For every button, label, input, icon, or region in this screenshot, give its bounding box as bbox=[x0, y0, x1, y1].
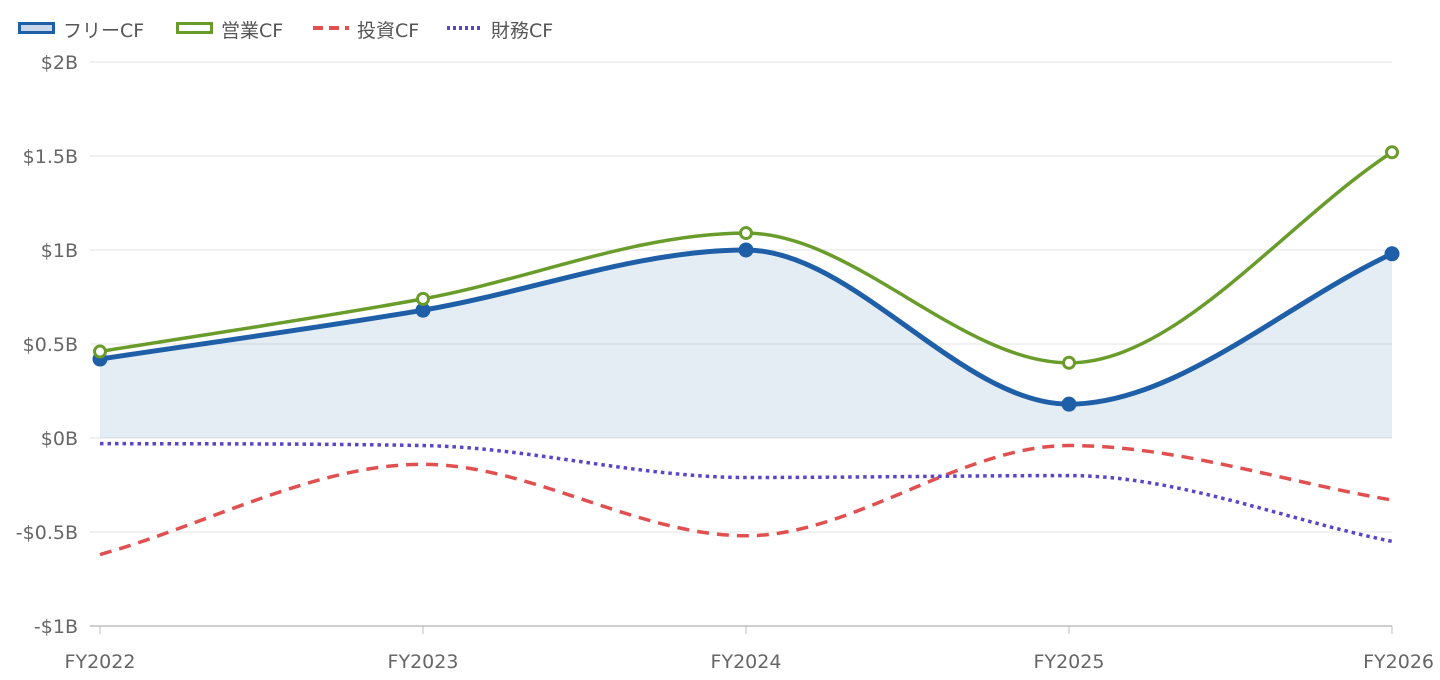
x-tick-label: FY2024 bbox=[711, 651, 782, 673]
x-axis-ticks: FY2022 FY2023 FY2024 FY2025 FY2026 bbox=[65, 626, 1434, 673]
y-tick-label: $1.5B bbox=[23, 146, 78, 168]
legend-label: フリーCF bbox=[63, 20, 144, 42]
legend: フリーCF 営業CF 投資CF 財務CF bbox=[18, 20, 553, 42]
legend-item[interactable]: 営業CF bbox=[176, 20, 284, 42]
series-2-line bbox=[99, 443, 1393, 557]
y-tick-label: $0B bbox=[41, 428, 78, 450]
y-tick-label: $0.5B bbox=[23, 334, 78, 356]
series-1-line bbox=[99, 150, 1393, 365]
legend-label: 財務CF bbox=[491, 20, 553, 42]
y-tick-label: -$0.5B bbox=[16, 522, 78, 544]
legend-label: 営業CF bbox=[221, 20, 283, 42]
series-1-point[interactable] bbox=[1385, 145, 1399, 160]
legend-swatch bbox=[176, 22, 213, 34]
series-0-point[interactable] bbox=[1384, 246, 1400, 262]
x-tick-label: FY2026 bbox=[1363, 651, 1434, 673]
legend-item[interactable]: 投資CF bbox=[313, 20, 419, 42]
series-0-point[interactable] bbox=[1061, 396, 1077, 412]
area-fill bbox=[100, 250, 1392, 438]
series-1-point[interactable] bbox=[1062, 355, 1076, 370]
series-0-line bbox=[99, 247, 1394, 407]
y-tick-label: $1B bbox=[41, 240, 78, 262]
legend-item[interactable]: 財務CF bbox=[447, 20, 553, 42]
legend-item[interactable]: フリーCF bbox=[18, 20, 145, 42]
y-tick-label: -$1B bbox=[34, 616, 78, 638]
x-tick-label: FY2023 bbox=[388, 651, 459, 673]
series-0-area bbox=[100, 250, 1392, 438]
series-1-point[interactable] bbox=[739, 226, 753, 241]
series-0-point[interactable] bbox=[738, 242, 754, 258]
series-1-point[interactable] bbox=[93, 344, 107, 359]
legend-swatch bbox=[18, 22, 55, 34]
y-tick-label: $2B bbox=[41, 52, 78, 74]
x-tick-label: FY2022 bbox=[65, 651, 136, 673]
series-lines bbox=[99, 150, 1394, 557]
grid bbox=[90, 61, 1392, 627]
series-markers bbox=[92, 145, 1400, 412]
legend-label: 投資CF bbox=[357, 20, 419, 42]
series-3-line bbox=[99, 441, 1393, 544]
x-tick-label: FY2025 bbox=[1034, 651, 1105, 673]
y-axis-ticks: $2B $1.5B $1B $0.5B $0B -$0.5B -$1B bbox=[16, 52, 78, 638]
series-1-point[interactable] bbox=[416, 291, 430, 306]
